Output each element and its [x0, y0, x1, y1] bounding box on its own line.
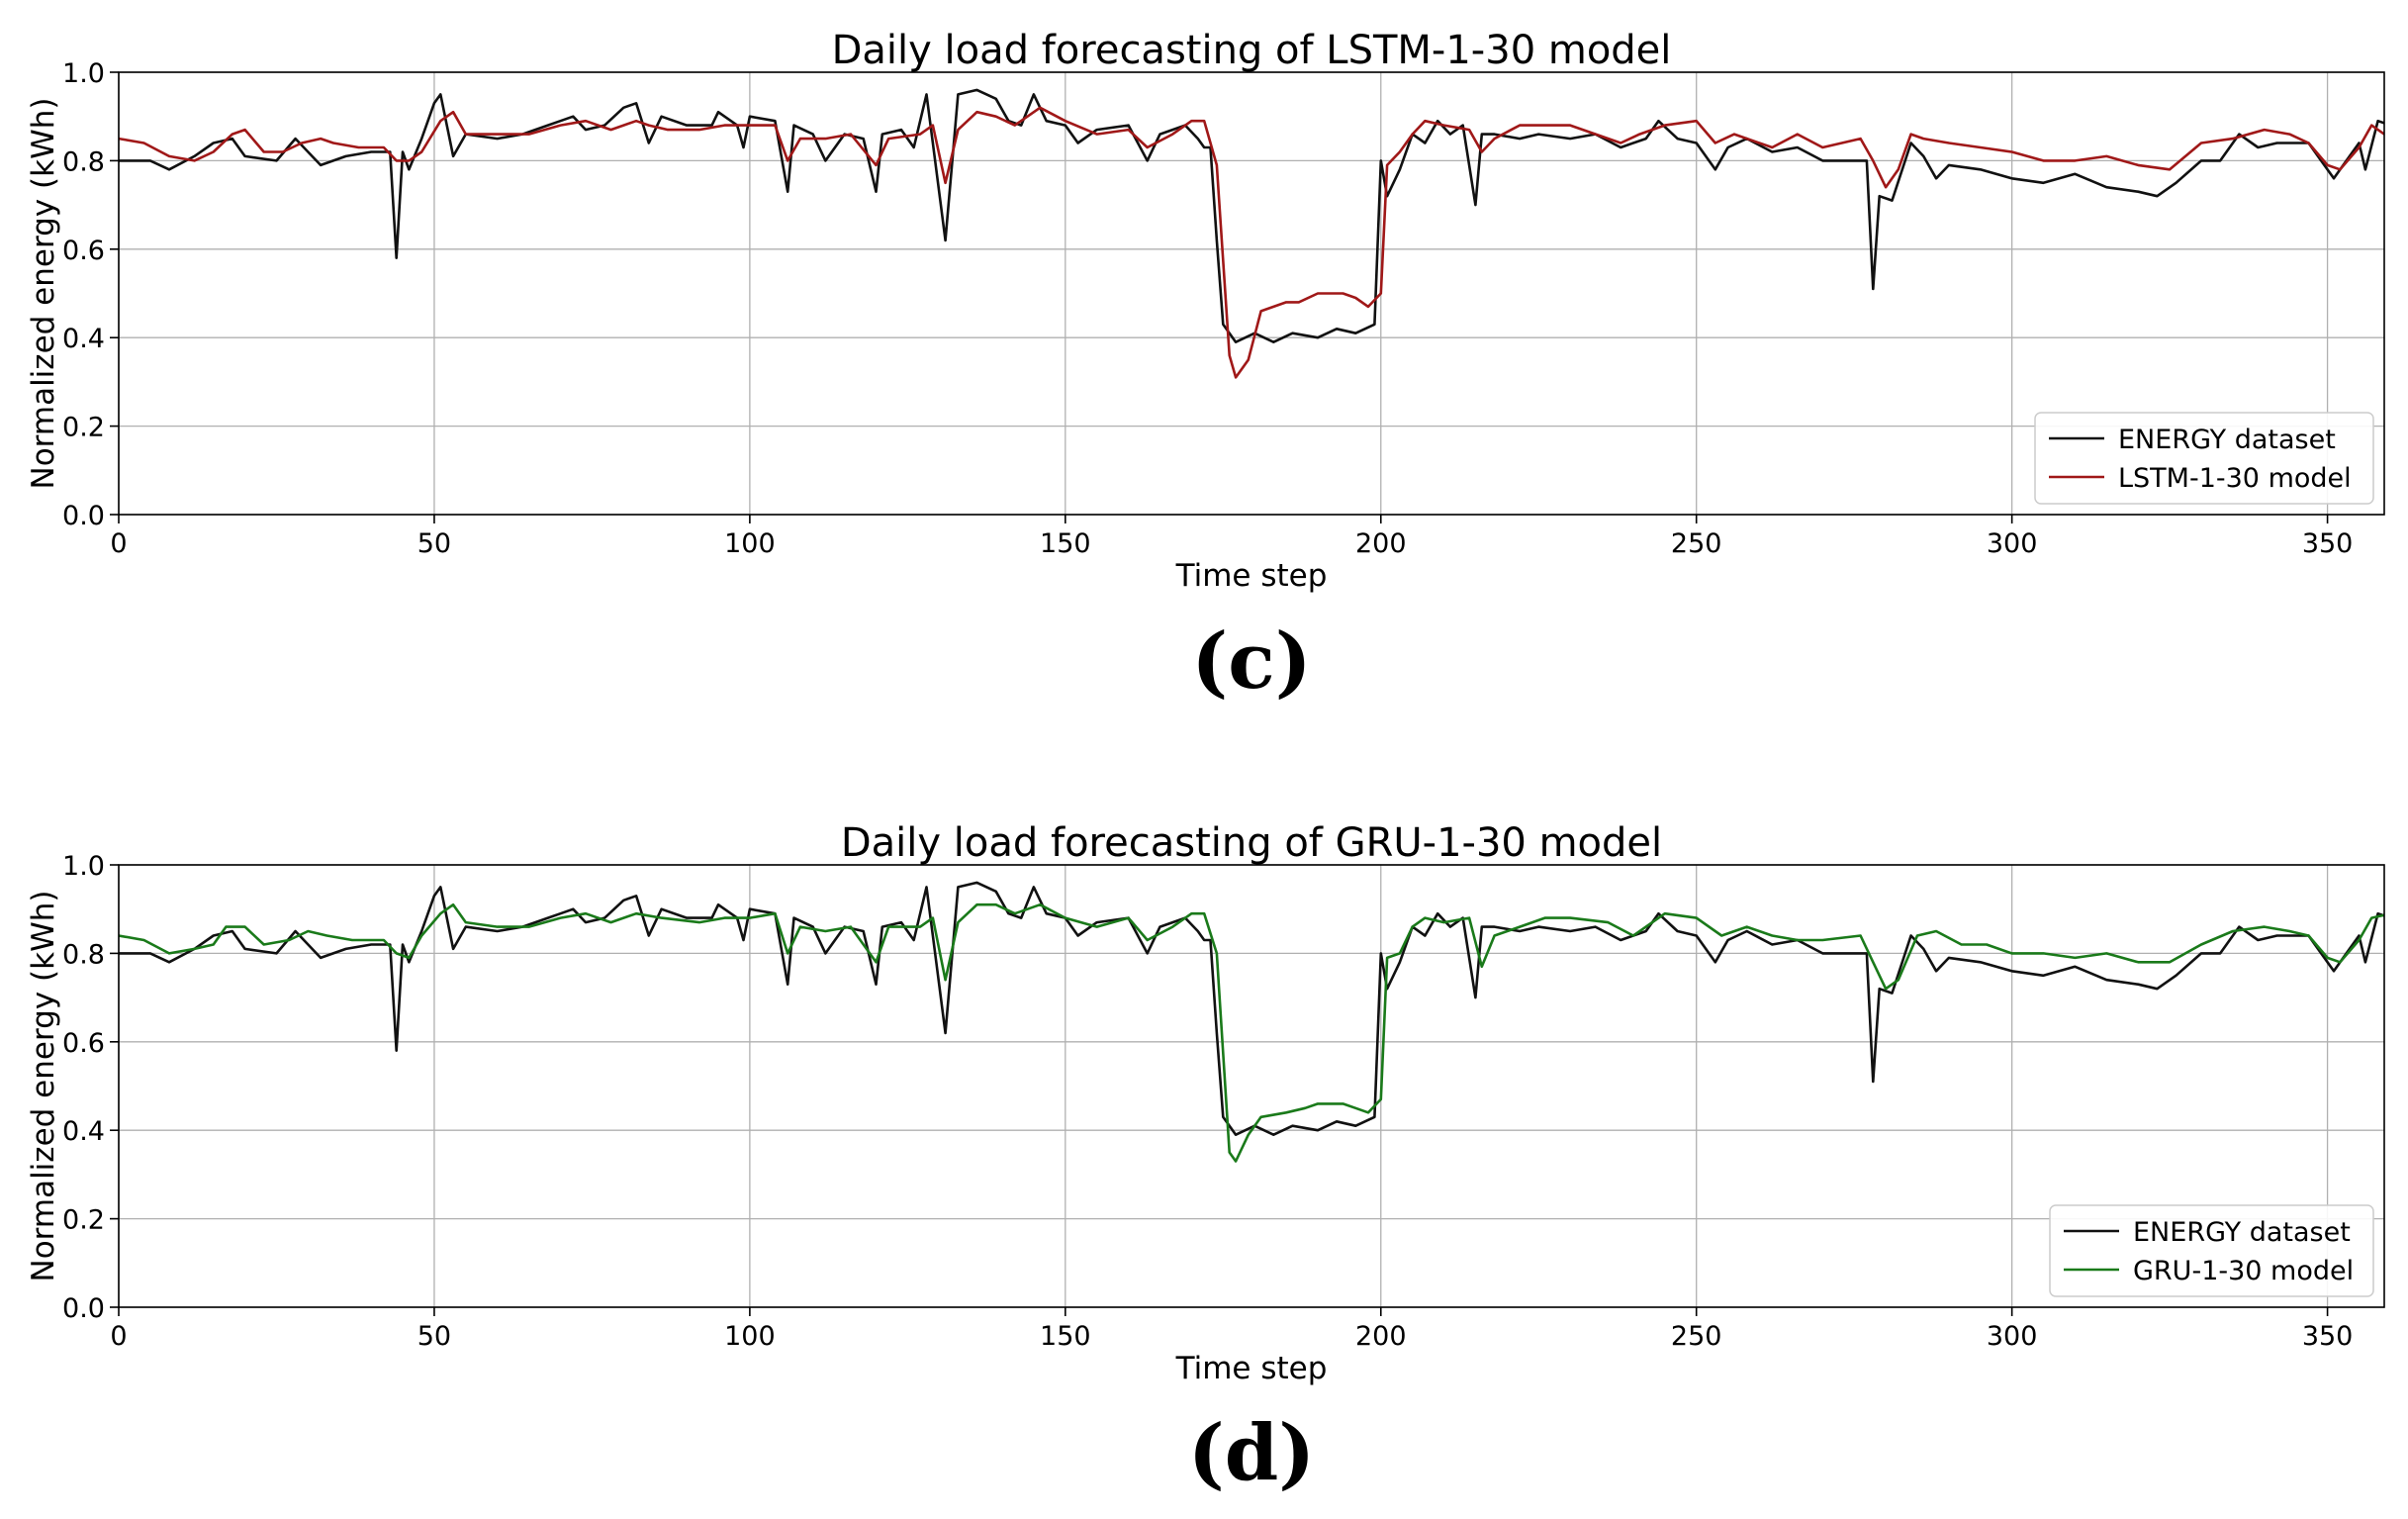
y-tick-label: 0.0 [62, 1293, 105, 1324]
x-tick-label: 150 [1040, 528, 1091, 559]
legend: ENERGY dataset GRU-1-30 model [2049, 1204, 2374, 1297]
chart-panel-2: 0 50 100 150 200 250 300 350 0.0 0.2 0.4 0.6 0.8 1.0 D… [26, 820, 2385, 1498]
x-tick-label: 200 [1355, 1321, 1407, 1352]
y-tick-label: 0.6 [62, 236, 105, 266]
y-tick-label: 0.2 [62, 1205, 105, 1236]
legend-box [2049, 1204, 2374, 1297]
chart-panel-1: 0 50 100 150 200 250 300 350 0.0 0.2 0.4 0.6 0.8 1.0 D… [26, 28, 2385, 707]
series-line-1 [119, 881, 2384, 1136]
panel-caption: (d) [1188, 1408, 1315, 1498]
plot-frame [118, 71, 2385, 516]
y-tick-label: 0.2 [62, 413, 105, 443]
legend: ENERGY dataset LSTM-1-30 model [2034, 412, 2374, 505]
legend-label-2: LSTM-1-30 model [2118, 463, 2352, 494]
x-tick-label: 350 [2302, 528, 2354, 559]
x-tick-label: 300 [1987, 1321, 2038, 1352]
series-line-2 [119, 106, 2384, 379]
y-tick-label: 0.6 [62, 1028, 105, 1059]
x-tick-label: 200 [1355, 528, 1407, 559]
x-tick-label: 50 [417, 528, 451, 559]
x-tick-label: 150 [1040, 1321, 1091, 1352]
legend-label-1: ENERGY dataset [2118, 425, 2336, 455]
plot-frame [118, 864, 2385, 1308]
panel-caption: (c) [1191, 617, 1311, 707]
chart-title: Daily load forecasting of LSTM-1-30 mode… [832, 28, 1672, 73]
x-tick-label: 300 [1987, 528, 2038, 559]
x-tick-label: 50 [417, 1321, 451, 1352]
x-axis-label: Time step [1175, 1351, 1328, 1386]
y-tick-label: 0.4 [62, 324, 105, 354]
y-tick-label: 1.0 [62, 58, 105, 89]
x-tick-label: 0 [110, 1321, 127, 1352]
y-tick-label: 0.4 [62, 1116, 105, 1147]
y-tick-label: 0.8 [62, 939, 105, 970]
legend-label-2: GRU-1-30 model [2133, 1256, 2354, 1286]
y-tick-label: 0.8 [62, 146, 105, 177]
x-tick-label: 100 [724, 1321, 776, 1352]
x-tick-label: 0 [110, 528, 127, 559]
x-tick-label: 250 [1671, 528, 1722, 559]
y-axis-label: Normalized energy (kWh) [26, 98, 61, 490]
y-tick-label: 0.0 [62, 501, 105, 531]
gridlines [118, 864, 2384, 1308]
x-tick-label: 350 [2302, 1321, 2354, 1352]
legend-box [2034, 412, 2374, 505]
x-axis-label: Time step [1175, 558, 1328, 594]
series-line-2 [119, 902, 2384, 1163]
chart-title: Daily load forecasting of GRU-1-30 model [841, 820, 1662, 866]
y-axis-label: Normalized energy (kWh) [26, 891, 61, 1282]
y-tick-label: 1.0 [62, 851, 105, 882]
x-tick-label: 250 [1671, 1321, 1722, 1352]
legend-label-1: ENERGY dataset [2133, 1217, 2351, 1248]
x-tick-label: 100 [724, 528, 776, 559]
